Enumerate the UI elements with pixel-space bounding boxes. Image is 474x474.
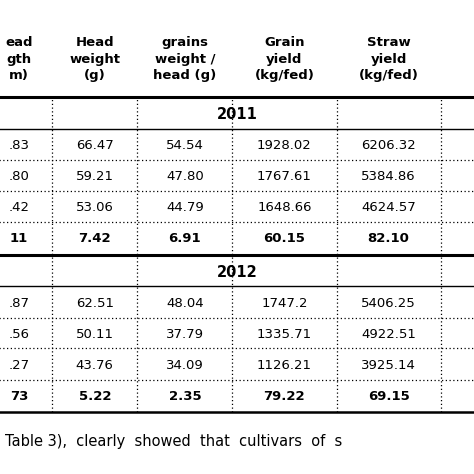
Text: 5406.25: 5406.25: [361, 297, 416, 310]
Text: 50.11: 50.11: [76, 328, 114, 341]
Text: 7.42: 7.42: [79, 232, 111, 246]
Text: .83: .83: [9, 139, 29, 153]
Text: Straw
yield
(kg/fed): Straw yield (kg/fed): [359, 36, 419, 82]
Text: 11: 11: [10, 232, 28, 246]
Text: Head
weight
(g): Head weight (g): [69, 36, 120, 82]
Text: grains
weight /
head (g): grains weight / head (g): [153, 36, 217, 82]
Text: .42: .42: [9, 201, 29, 214]
Text: ead
gth
m): ead gth m): [5, 36, 33, 82]
Text: 82.10: 82.10: [368, 232, 410, 246]
Text: 2.35: 2.35: [169, 390, 201, 403]
Text: 43.76: 43.76: [76, 359, 114, 372]
Text: .56: .56: [9, 328, 29, 341]
Text: 62.51: 62.51: [76, 297, 114, 310]
Text: 1335.71: 1335.71: [257, 328, 312, 341]
Text: 73: 73: [10, 390, 28, 403]
Text: 34.09: 34.09: [166, 359, 204, 372]
Text: Grain
yield
(kg/fed): Grain yield (kg/fed): [255, 36, 314, 82]
Text: .87: .87: [9, 297, 29, 310]
Text: 1928.02: 1928.02: [257, 139, 312, 153]
Text: 5.22: 5.22: [79, 390, 111, 403]
Text: 5384.86: 5384.86: [361, 170, 416, 183]
Text: .80: .80: [9, 170, 29, 183]
Text: 3925.14: 3925.14: [361, 359, 416, 372]
Text: 79.22: 79.22: [264, 390, 305, 403]
Text: 60.15: 60.15: [264, 232, 305, 246]
Text: .27: .27: [9, 359, 29, 372]
Text: 4922.51: 4922.51: [361, 328, 416, 341]
Text: 1648.66: 1648.66: [257, 201, 311, 214]
Text: 48.04: 48.04: [166, 297, 204, 310]
Text: 2012: 2012: [217, 264, 257, 280]
Text: 47.80: 47.80: [166, 170, 204, 183]
Text: 4624.57: 4624.57: [361, 201, 416, 214]
Text: 59.21: 59.21: [76, 170, 114, 183]
Text: 44.79: 44.79: [166, 201, 204, 214]
Text: 54.54: 54.54: [166, 139, 204, 153]
Text: 37.79: 37.79: [166, 328, 204, 341]
Text: 66.47: 66.47: [76, 139, 114, 153]
Text: Table 3),  clearly  showed  that  cultivars  of  s: Table 3), clearly showed that cultivars …: [5, 434, 342, 449]
Text: 53.06: 53.06: [76, 201, 114, 214]
Text: 1767.61: 1767.61: [257, 170, 312, 183]
Text: 1126.21: 1126.21: [257, 359, 312, 372]
Text: 6.91: 6.91: [169, 232, 201, 246]
Text: 69.15: 69.15: [368, 390, 410, 403]
Text: 6206.32: 6206.32: [361, 139, 416, 153]
Text: 2011: 2011: [217, 107, 257, 122]
Text: 1747.2: 1747.2: [261, 297, 308, 310]
